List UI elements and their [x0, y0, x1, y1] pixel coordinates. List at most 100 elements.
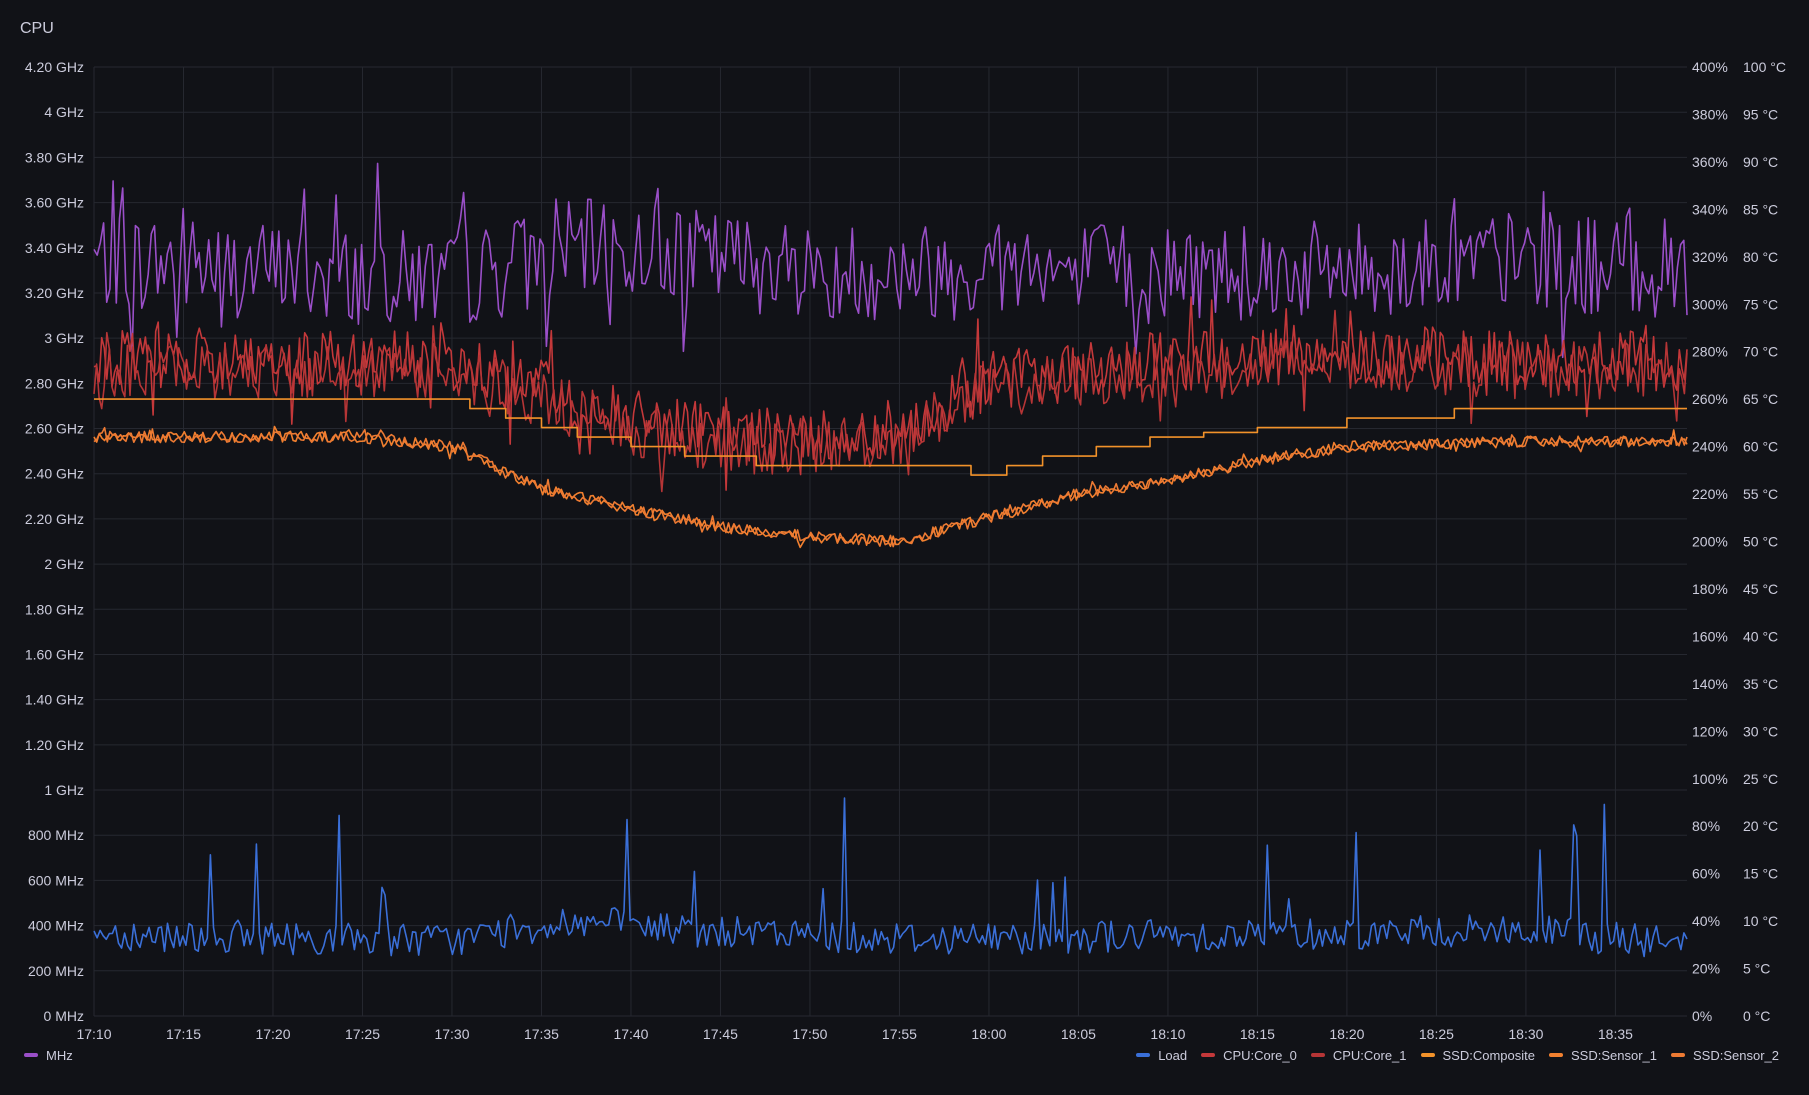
series-line-ssd-sensor-1	[93, 425, 1688, 549]
y-tick-right-pct: 100%	[1692, 771, 1728, 787]
y-tick-right-pct: 300%	[1692, 296, 1728, 312]
y-tick-right-pct: 200%	[1692, 534, 1728, 550]
y-tick-right-temp: 45 °C	[1743, 581, 1778, 597]
y-tick-left: 0 MHz	[44, 1008, 84, 1024]
legend-swatch	[1136, 1053, 1151, 1057]
y-tick-right-temp: 100 °C	[1743, 59, 1786, 75]
y-tick-right-temp: 70 °C	[1743, 344, 1778, 360]
legend-swatch	[1549, 1053, 1563, 1057]
series-line-cpu-core-1	[93, 309, 1688, 493]
y-tick-left: 1.20 GHz	[25, 737, 84, 753]
legend-item-ssd-sensor-1[interactable]: SSD:Sensor_1	[1549, 1048, 1657, 1063]
y-tick-right-pct: 60%	[1692, 866, 1720, 882]
y-tick-right-temp: 75 °C	[1743, 296, 1778, 312]
x-tick: 18:30	[1508, 1026, 1543, 1042]
y-tick-right-pct: 140%	[1692, 676, 1728, 692]
y-tick-right-temp: 15 °C	[1743, 866, 1778, 882]
y-tick-right-pct: 220%	[1692, 486, 1728, 502]
y-tick-left: 2.20 GHz	[25, 511, 84, 527]
x-tick: 17:30	[434, 1026, 469, 1042]
y-tick-right-pct: 80%	[1692, 818, 1720, 834]
y-tick-right-pct: 400%	[1692, 59, 1728, 75]
legend-swatch	[1310, 1053, 1325, 1057]
legend-label: SSD:Composite	[1442, 1047, 1535, 1063]
legend-label: CPU:Core_1	[1332, 1047, 1407, 1063]
legend-right: Load CPU:Core_0 CPU:Core_1 SSD:Composite SSD…	[1122, 1045, 1779, 1065]
y-tick-left: 2.80 GHz	[25, 375, 84, 391]
y-tick-right-temp: 35 °C	[1743, 676, 1778, 692]
y-tick-right-pct: 280%	[1692, 344, 1728, 360]
y-tick-right-pct: 340%	[1692, 201, 1728, 217]
y-tick-right-temp: 10 °C	[1743, 913, 1778, 929]
legend-swatch	[24, 1053, 38, 1057]
y-tick-left: 4 GHz	[44, 104, 84, 120]
x-tick: 17:55	[882, 1026, 917, 1042]
y-tick-left: 3.40 GHz	[25, 240, 84, 256]
series-line-mhz	[93, 162, 1688, 359]
series-line-ssd-composite	[94, 398, 1687, 476]
y-tick-right-temp: 65 °C	[1743, 391, 1778, 407]
x-tick: 18:15	[1240, 1026, 1275, 1042]
y-tick-left: 3 GHz	[44, 330, 84, 346]
series-line-load	[93, 797, 1688, 958]
legend-item-load[interactable]: Load	[1136, 1048, 1187, 1063]
grid-lines	[93, 66, 1687, 1017]
axis-labels: 0 MHz 200 MHz 400 MHz 600 MHz 800 MHz 1 GHz 1.…	[25, 59, 1786, 1042]
y-tick-left: 3.80 GHz	[25, 149, 84, 165]
y-tick-right-pct: 260%	[1692, 391, 1728, 407]
y-tick-left: 2.40 GHz	[25, 466, 84, 482]
x-tick: 18:05	[1061, 1026, 1096, 1042]
y-tick-right-temp: 25 °C	[1743, 771, 1778, 787]
y-tick-left: 2 GHz	[44, 556, 84, 572]
y-tick-left: 1.40 GHz	[25, 692, 84, 708]
y-tick-left: 3.20 GHz	[25, 285, 84, 301]
x-tick: 17:35	[524, 1026, 559, 1042]
y-tick-right-pct: 360%	[1692, 154, 1728, 170]
y-tick-right-pct: 320%	[1692, 249, 1728, 265]
y-tick-right-temp: 50 °C	[1743, 534, 1778, 550]
x-tick: 17:50	[792, 1026, 827, 1042]
series-line-ssd-sensor-2	[93, 426, 1688, 548]
y-tick-right-pct: 40%	[1692, 913, 1720, 929]
panel-title[interactable]: CPU	[20, 20, 54, 37]
y-tick-right-temp: 30 °C	[1743, 723, 1778, 739]
x-tick: 18:35	[1598, 1026, 1633, 1042]
legend-label: CPU:Core_0	[1223, 1047, 1297, 1063]
y-tick-right-temp: 95 °C	[1743, 106, 1778, 122]
y-tick-right-pct: 120%	[1692, 723, 1728, 739]
y-tick-left: 1.80 GHz	[25, 601, 84, 617]
legend-item-ssd-sensor-2[interactable]: SSD:Sensor_2	[1671, 1048, 1779, 1063]
legend-label: Load	[1158, 1047, 1188, 1063]
legend-item-ssd-composite[interactable]: SSD:Composite	[1420, 1047, 1535, 1063]
legend-swatch	[1420, 1053, 1435, 1057]
legend-left: MHz	[24, 1045, 73, 1065]
y-tick-right-temp: 90 °C	[1743, 154, 1778, 170]
y-tick-right-pct: 0%	[1692, 1008, 1712, 1024]
legend-item-cpu-core-0[interactable]: CPU:Core_0	[1201, 1048, 1297, 1063]
x-tick: 18:00	[971, 1026, 1006, 1042]
y-tick-left: 600 MHz	[28, 872, 84, 888]
x-tick: 17:45	[703, 1026, 738, 1042]
y-tick-left: 4.20 GHz	[25, 59, 84, 75]
legend-swatch	[1671, 1053, 1685, 1057]
legend-label: SSD:Sensor_1	[1571, 1047, 1657, 1063]
y-tick-right-pct: 380%	[1692, 106, 1728, 122]
y-tick-right-pct: 160%	[1692, 628, 1728, 644]
y-tick-right-temp: 60 °C	[1743, 439, 1778, 455]
legend-item-cpu-core-1[interactable]: CPU:Core_1	[1310, 1047, 1407, 1063]
y-tick-left: 1 GHz	[44, 782, 84, 798]
y-tick-left: 2.60 GHz	[25, 421, 84, 437]
x-tick: 17:15	[166, 1026, 201, 1042]
legend-label: MHz	[46, 1047, 73, 1063]
y-tick-right-temp: 5 °C	[1743, 961, 1770, 977]
y-tick-right-pct: 180%	[1692, 581, 1728, 597]
x-tick: 17:25	[345, 1026, 380, 1042]
legend-label: SSD:Sensor_2	[1693, 1047, 1779, 1063]
series-lines	[93, 162, 1688, 958]
y-tick-left: 400 MHz	[28, 918, 84, 934]
legend-item-mhz[interactable]: MHz	[24, 1048, 73, 1063]
y-tick-left: 200 MHz	[28, 963, 84, 979]
x-tick: 18:25	[1419, 1026, 1454, 1042]
